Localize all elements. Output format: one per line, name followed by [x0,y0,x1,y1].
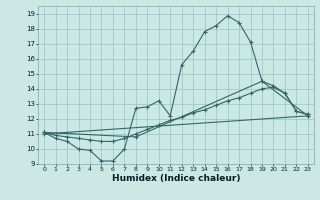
X-axis label: Humidex (Indice chaleur): Humidex (Indice chaleur) [112,174,240,183]
